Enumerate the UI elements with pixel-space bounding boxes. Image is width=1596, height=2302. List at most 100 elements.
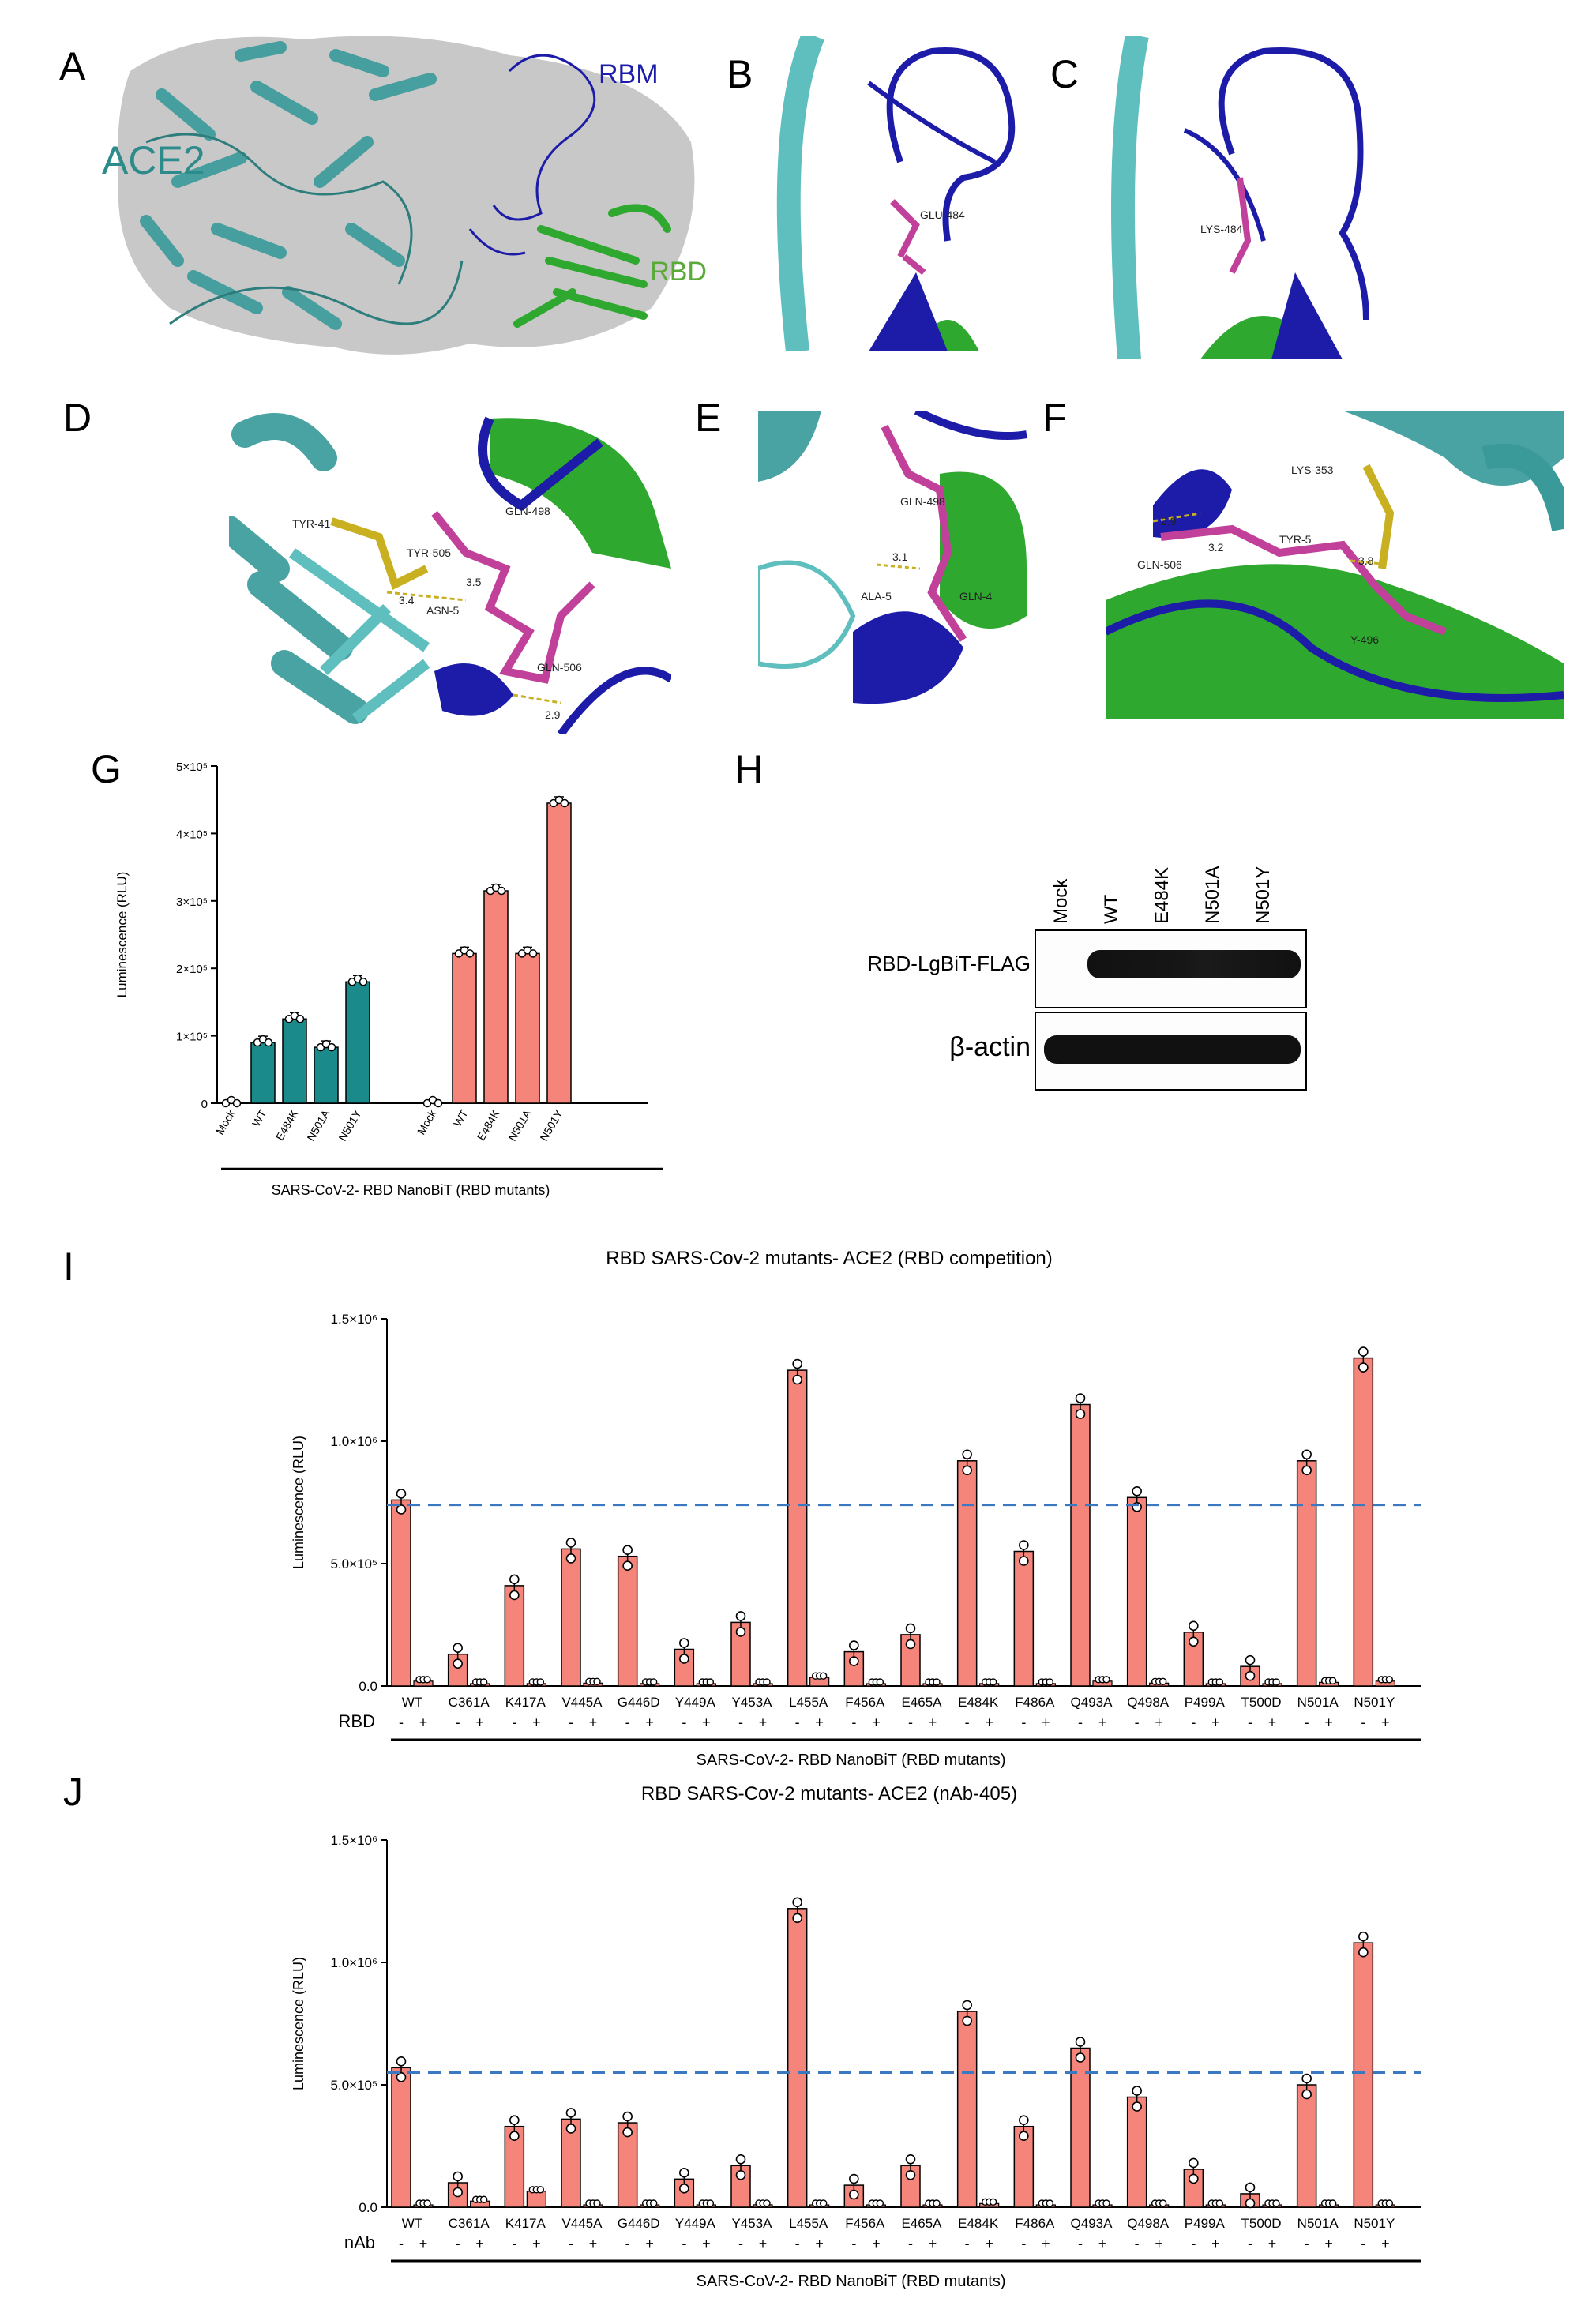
d-label-6: 3.4 <box>399 594 415 606</box>
i-plus-label-7: + <box>815 1714 824 1730</box>
j-pt-a-15 <box>1245 2182 1256 2193</box>
j-pt-plus-10-2 <box>989 2198 997 2206</box>
i-pt-b-9 <box>905 1639 916 1650</box>
i-plus-label-14: + <box>1211 1714 1220 1730</box>
j-pt-plus-12-2 <box>1102 2199 1110 2207</box>
i-bar-minus-2 <box>504 1585 525 1687</box>
j-plus-label-10: + <box>985 2236 993 2251</box>
g-bar-1 <box>250 1042 276 1104</box>
g-x-tick-label-6: WT <box>451 1107 471 1128</box>
i-x-tick-label-0: WT <box>402 1695 422 1710</box>
i-pt-plus-1-2 <box>479 1678 488 1686</box>
j-x-tick-label-8: F456A <box>845 2216 885 2231</box>
j-pt-b-6 <box>735 2169 746 2180</box>
j-x-axis-label: SARS-CoV-2- RBD NanoBiT (RBD mutants) <box>697 2273 1006 2290</box>
j-plus-label-12: + <box>1098 2236 1107 2251</box>
i-bar-minus-16 <box>1296 1460 1317 1687</box>
j-minus-label-4: - <box>625 2236 630 2251</box>
j-pt-plus-16-2 <box>1328 2199 1337 2207</box>
g-point-4-2 <box>359 978 368 986</box>
panel-letter-f: F <box>1042 396 1067 440</box>
d-label-1: TYR-505 <box>407 546 451 559</box>
i-pt-plus-4-2 <box>649 1678 658 1686</box>
i-pt-plus-11-2 <box>1046 1678 1054 1686</box>
i-pt-plus-17-2 <box>1385 1676 1394 1684</box>
structure-panel-a: ACE2 RBM RBD <box>102 36 707 355</box>
i-minus-label-7: - <box>795 1714 800 1730</box>
i-x-tick-label-13: Q498A <box>1127 1695 1170 1710</box>
e-label-3: 3.1 <box>892 550 908 563</box>
i-plus-label-3: + <box>589 1714 598 1730</box>
j-bar-minus-7 <box>787 1908 808 2208</box>
i-plus-label-8: + <box>872 1714 881 1730</box>
j-pt-plus-15-2 <box>1272 2199 1280 2207</box>
f-label-6: Y-496 <box>1350 633 1379 646</box>
g-point-7-2 <box>497 886 506 896</box>
i-minus-label-2: - <box>512 1714 516 1730</box>
j-x-tick-label-17: N501Y <box>1354 2216 1395 2231</box>
i-bar-minus-0 <box>391 1499 411 1687</box>
i-pt-plus-5-2 <box>706 1678 715 1686</box>
j-pt-b-16 <box>1301 2089 1312 2100</box>
g-x-axis-label: SARS-CoV-2- RBD NanoBiT (RBD mutants) <box>272 1182 550 1198</box>
g-x-tick-label-2: E484K <box>273 1107 301 1143</box>
g-x-tick-label-8: N501A <box>505 1107 534 1143</box>
f-label-0: LYS-353 <box>1291 464 1334 476</box>
i-pt-b-0 <box>396 1504 407 1515</box>
j-x-tick-label-5: Y449A <box>675 2216 716 2231</box>
blot-box-2 <box>1035 1012 1307 1091</box>
chart-g: 0 1×10⁵ 2×10⁵ 3×10⁵ 4×10⁵ 5×10⁵ Luminescence (… <box>115 760 663 1198</box>
i-pt-plus-8-2 <box>876 1678 884 1686</box>
g-x-tick-label-1: WT <box>250 1107 269 1128</box>
g-bar-4 <box>345 981 370 1104</box>
i-pt-a-16 <box>1301 1449 1312 1460</box>
f-label-4: 3.2 <box>1208 541 1224 554</box>
i-pt-b-2 <box>509 1590 520 1601</box>
j-pt-a-11 <box>1019 2115 1029 2126</box>
chart-i-title: RBD SARS-Cov-2 mutants- ACE2 (RBD compet… <box>606 1248 1053 1269</box>
g-bar-8 <box>515 952 540 1104</box>
i-pt-a-3 <box>565 1538 576 1548</box>
j-x-tick-label-1: C361A <box>449 2216 490 2231</box>
g-y-axis-label: Luminescence (RLU) <box>115 872 130 998</box>
j-minus-label-1: - <box>456 2236 460 2251</box>
i-pt-a-2 <box>509 1574 520 1585</box>
i-minus-label-1: - <box>456 1714 460 1730</box>
j-pt-a-9 <box>905 2154 916 2165</box>
j-pt-b-7 <box>792 1913 802 1924</box>
j-pt-plus-1-2 <box>479 2195 488 2203</box>
panel-letter-g: G <box>91 747 122 791</box>
c-residue-label: LYS-484 <box>1200 223 1243 235</box>
d-label-4: GLN-506 <box>537 661 582 674</box>
j-minus-label-3: - <box>569 2236 573 2251</box>
j-pt-plus-2-2 <box>536 2186 545 2194</box>
j-pt-a-2 <box>509 2115 520 2126</box>
f-label-3: 2.9 <box>1161 515 1177 528</box>
g-y-tick-label-0: 0 <box>201 1098 208 1111</box>
j-minus-label-15: - <box>1248 2236 1252 2251</box>
j-plus-label-5: + <box>702 2236 711 2251</box>
g-bar-9 <box>546 802 572 1104</box>
j-y-axis-label: Luminescence (RLU) <box>291 1957 306 2090</box>
blot-row-label-1: RBD-LgBiT-FLAG <box>867 952 1031 975</box>
i-pt-b-15 <box>1245 1670 1256 1681</box>
j-bar-plus-2 <box>526 2191 546 2208</box>
i-pt-plus-13-2 <box>1159 1677 1167 1685</box>
i-x-tick-label-9: E465A <box>901 1695 942 1710</box>
i-plus-label-2: + <box>532 1714 541 1730</box>
i-pt-a-7 <box>792 1358 802 1369</box>
g-y-tick-label-1: 1×10⁵ <box>176 1031 208 1044</box>
j-pt-b-14 <box>1189 2173 1199 2184</box>
panel-letter-i: I <box>63 1245 74 1289</box>
i-minus-label-12: - <box>1078 1714 1083 1730</box>
i-plus-label-4: + <box>645 1714 654 1730</box>
j-pt-b-1 <box>453 2187 463 2198</box>
i-pt-a-15 <box>1245 1654 1256 1665</box>
j-y-tick-label-0: 0.0 <box>359 2200 377 2215</box>
i-bar-minus-13 <box>1126 1496 1147 1687</box>
j-pt-a-4 <box>622 2111 633 2122</box>
i-bar-minus-12 <box>1070 1403 1091 1687</box>
j-plus-label-3: + <box>589 2236 598 2251</box>
i-minus-label-15: - <box>1248 1714 1252 1730</box>
j-x-tick-label-16: N501A <box>1297 2216 1339 2231</box>
